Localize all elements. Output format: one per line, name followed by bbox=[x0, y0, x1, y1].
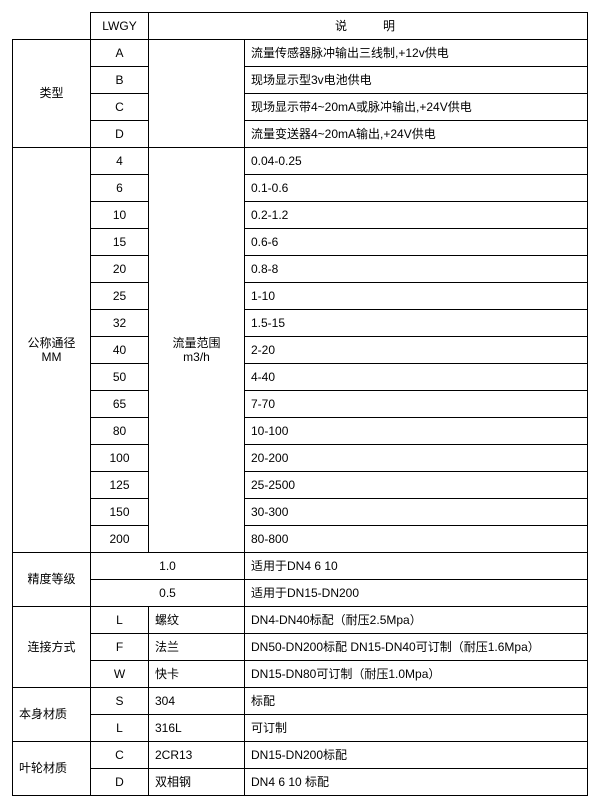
body-desc: 可订制 bbox=[245, 715, 588, 742]
conn-code: L bbox=[91, 607, 149, 634]
dn-range: 30-300 bbox=[245, 499, 588, 526]
dn-size: 125 bbox=[91, 472, 149, 499]
conn-desc: DN50-DN200标配 DN15-DN40可订制（耐压1.6Mpa） bbox=[245, 634, 588, 661]
dn-range: 1-10 bbox=[245, 283, 588, 310]
header-lwgy: LWGY bbox=[91, 13, 149, 40]
imp-desc: DN15-DN200标配 bbox=[245, 742, 588, 769]
dn-size: 100 bbox=[91, 445, 149, 472]
table-row: C 现场显示带4~20mA或脉冲输出,+24V供电 bbox=[13, 94, 588, 121]
conn-code: W bbox=[91, 661, 149, 688]
dn-range: 0.8-8 bbox=[245, 256, 588, 283]
conn-code: F bbox=[91, 634, 149, 661]
conn-name: 螺纹 bbox=[149, 607, 245, 634]
type-code: B bbox=[91, 67, 149, 94]
dn-range: 0.1-0.6 bbox=[245, 175, 588, 202]
imp-code: D bbox=[91, 769, 149, 796]
dn-size: 20 bbox=[91, 256, 149, 283]
dn-size: 65 bbox=[91, 391, 149, 418]
accuracy-value: 0.5 bbox=[91, 580, 245, 607]
dn-range: 1.5-15 bbox=[245, 310, 588, 337]
dn-size: 15 bbox=[91, 229, 149, 256]
dn-range: 80-800 bbox=[245, 526, 588, 553]
dn-range: 20-200 bbox=[245, 445, 588, 472]
body-code: S bbox=[91, 688, 149, 715]
type-code: A bbox=[91, 40, 149, 67]
impeller-material-label: 叶轮材质 bbox=[13, 742, 91, 796]
dn-size: 80 bbox=[91, 418, 149, 445]
type-desc: 流量变送器4~20mA输出,+24V供电 bbox=[245, 121, 588, 148]
dn-size: 25 bbox=[91, 283, 149, 310]
body-desc: 标配 bbox=[245, 688, 588, 715]
imp-name: 双相钢 bbox=[149, 769, 245, 796]
imp-name: 2CR13 bbox=[149, 742, 245, 769]
dn-size: 4 bbox=[91, 148, 149, 175]
table-row: 类型 A 流量传感器脉冲输出三线制,+12v供电 bbox=[13, 40, 588, 67]
dn-range: 4-40 bbox=[245, 364, 588, 391]
type-label: 类型 bbox=[13, 40, 91, 148]
dn-range: 0.2-1.2 bbox=[245, 202, 588, 229]
spec-table: LWGY 说明 类型 A 流量传感器脉冲输出三线制,+12v供电 B 现场显示型… bbox=[12, 12, 588, 796]
body-name: 316L bbox=[149, 715, 245, 742]
accuracy-value: 1.0 bbox=[91, 553, 245, 580]
dn-range: 25-2500 bbox=[245, 472, 588, 499]
dn-size: 6 bbox=[91, 175, 149, 202]
type-code: C bbox=[91, 94, 149, 121]
conn-desc: DN15-DN80可订制（耐压1.0Mpa） bbox=[245, 661, 588, 688]
body-code: L bbox=[91, 715, 149, 742]
type-code: D bbox=[91, 121, 149, 148]
dn-range: 7-70 bbox=[245, 391, 588, 418]
table-row: 本身材质 S 304 标配 bbox=[13, 688, 588, 715]
dn-size: 200 bbox=[91, 526, 149, 553]
imp-code: C bbox=[91, 742, 149, 769]
header-shuoming: 说明 bbox=[149, 13, 588, 40]
type-desc: 流量传感器脉冲输出三线制,+12v供电 bbox=[245, 40, 588, 67]
table-row: B 现场显示型3v电池供电 bbox=[13, 67, 588, 94]
dn-label: 公称通径MM bbox=[13, 148, 91, 553]
table-row: 公称通径MM 4 流量范围m3/h 0.04-0.25 bbox=[13, 148, 588, 175]
table-row: D 流量变送器4~20mA输出,+24V供电 bbox=[13, 121, 588, 148]
dn-size: 32 bbox=[91, 310, 149, 337]
table-row: 0.5 适用于DN15-DN200 bbox=[13, 580, 588, 607]
table-row: 连接方式 L 螺纹 DN4-DN40标配（耐压2.5Mpa） bbox=[13, 607, 588, 634]
table-row: 叶轮材质 C 2CR13 DN15-DN200标配 bbox=[13, 742, 588, 769]
conn-name: 快卡 bbox=[149, 661, 245, 688]
dn-size: 40 bbox=[91, 337, 149, 364]
dn-size: 10 bbox=[91, 202, 149, 229]
conn-desc: DN4-DN40标配（耐压2.5Mpa） bbox=[245, 607, 588, 634]
range-label: 流量范围m3/h bbox=[149, 148, 245, 553]
dn-range: 0.6-6 bbox=[245, 229, 588, 256]
type-desc: 现场显示型3v电池供电 bbox=[245, 67, 588, 94]
accuracy-label: 精度等级 bbox=[13, 553, 91, 607]
accuracy-desc: 适用于DN4 6 10 bbox=[245, 553, 588, 580]
table-row: 精度等级 1.0 适用于DN4 6 10 bbox=[13, 553, 588, 580]
imp-desc: DN4 6 10 标配 bbox=[245, 769, 588, 796]
dn-range: 0.04-0.25 bbox=[245, 148, 588, 175]
type-desc: 现场显示带4~20mA或脉冲输出,+24V供电 bbox=[245, 94, 588, 121]
dn-size: 50 bbox=[91, 364, 149, 391]
accuracy-desc: 适用于DN15-DN200 bbox=[245, 580, 588, 607]
body-material-label: 本身材质 bbox=[13, 688, 91, 742]
dn-size: 150 bbox=[91, 499, 149, 526]
dn-range: 10-100 bbox=[245, 418, 588, 445]
body-name: 304 bbox=[149, 688, 245, 715]
conn-name: 法兰 bbox=[149, 634, 245, 661]
connection-label: 连接方式 bbox=[13, 607, 91, 688]
table-row: LWGY 说明 bbox=[13, 13, 588, 40]
dn-range: 2-20 bbox=[245, 337, 588, 364]
